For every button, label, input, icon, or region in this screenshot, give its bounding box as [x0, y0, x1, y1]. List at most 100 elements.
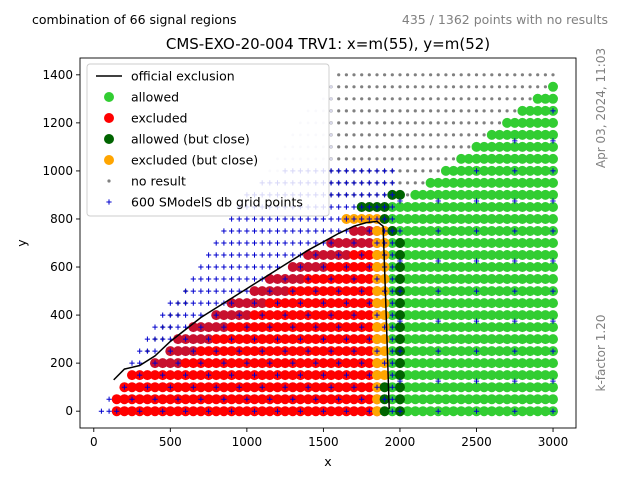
allowed-point [479, 226, 490, 236]
excluded-point [173, 370, 183, 381]
grid-point [183, 300, 189, 306]
allowed-point [417, 274, 428, 284]
legend-plus-swatch [106, 199, 112, 205]
allowed-point [486, 286, 497, 297]
grid-point [251, 300, 258, 306]
allowed-point [471, 141, 482, 152]
excluded-point [295, 382, 306, 393]
grid-point [244, 276, 250, 282]
excluded-point [226, 346, 237, 357]
grid-point [359, 192, 365, 198]
allowed-point [509, 214, 520, 224]
no-result-point [421, 169, 425, 173]
grid-point [236, 228, 242, 234]
no-result-point [474, 121, 479, 125]
no-result-point [543, 85, 548, 89]
no-result-point [421, 145, 425, 149]
grid-point [382, 396, 388, 402]
allowed-point [402, 274, 413, 284]
allowed-close-point [395, 334, 405, 345]
allowed-point [479, 238, 490, 248]
grid-point [359, 180, 365, 186]
no-result-point [436, 133, 440, 137]
allowed-point [532, 129, 543, 140]
allowed-point [440, 286, 451, 297]
allowed-point [448, 226, 459, 236]
grid-point [267, 264, 273, 270]
no-result-point [344, 157, 348, 161]
excluded-point [142, 394, 153, 405]
no-result-point [352, 157, 356, 161]
excluded-point [211, 334, 222, 345]
allowed-point [440, 322, 451, 333]
excluded-point [287, 262, 298, 272]
allowed-point [402, 394, 413, 405]
excluded-point [249, 394, 260, 405]
no-result-point [383, 97, 387, 101]
allowed-point [479, 346, 490, 357]
allowed-point [417, 358, 428, 369]
no-result-point [429, 145, 433, 149]
grid-point [190, 276, 196, 282]
allowed-point [540, 406, 551, 417]
grid-point [259, 384, 265, 390]
grid-point [198, 360, 204, 366]
allowed-point [548, 189, 558, 200]
allowed-point [502, 226, 513, 236]
allowed-point [548, 322, 558, 333]
grid-point [183, 288, 189, 294]
allowed-point [463, 370, 474, 381]
excluded-point [195, 382, 206, 393]
excluded-point [310, 298, 321, 309]
excluded-point [249, 358, 260, 369]
grid-point [251, 216, 258, 222]
grid-point [290, 396, 296, 402]
excluded-point [165, 406, 176, 417]
excluded-close-point [372, 370, 382, 381]
allowed-point [540, 129, 551, 140]
allowed-point [502, 165, 513, 176]
excluded-point [310, 406, 321, 417]
grid-point [236, 240, 242, 246]
allowed-point [479, 274, 490, 284]
allowed-point [425, 214, 436, 224]
grid-point [366, 336, 372, 342]
grid-point [313, 228, 319, 234]
grid-point [397, 378, 403, 384]
no-result-point [467, 97, 471, 101]
allowed-point [525, 214, 536, 224]
excluded-point [180, 346, 191, 357]
allowed-point [425, 346, 436, 357]
allowed-point [448, 286, 459, 297]
grid-point [366, 372, 372, 378]
allowed-point [440, 189, 451, 200]
allowed-point [417, 370, 428, 381]
allowed-point [440, 370, 451, 381]
no-result-point [459, 109, 463, 113]
allowed-point [517, 129, 528, 140]
allowed-point [471, 370, 482, 381]
grid-point [389, 264, 395, 270]
legend-box [86, 63, 330, 217]
excluded-point [303, 334, 314, 345]
excluded-point [287, 298, 298, 309]
allowed-point [486, 165, 497, 176]
allowed-point [540, 250, 551, 260]
grid-point [343, 300, 349, 306]
excluded-point [211, 406, 222, 417]
allowed-point [456, 406, 467, 417]
no-result-point [360, 97, 364, 101]
no-result-point [444, 121, 448, 125]
allowed-point [471, 334, 482, 345]
allowed-point [494, 310, 505, 321]
grid-point [190, 300, 196, 306]
grid-point [137, 372, 143, 378]
no-result-point [406, 121, 410, 125]
excluded-point [287, 310, 298, 321]
excluded-point [188, 394, 199, 405]
no-result-point [444, 73, 448, 77]
excluded-point [303, 262, 314, 272]
allowed-point [525, 322, 536, 333]
excluded-point [356, 334, 367, 345]
allowed-point [417, 310, 428, 321]
